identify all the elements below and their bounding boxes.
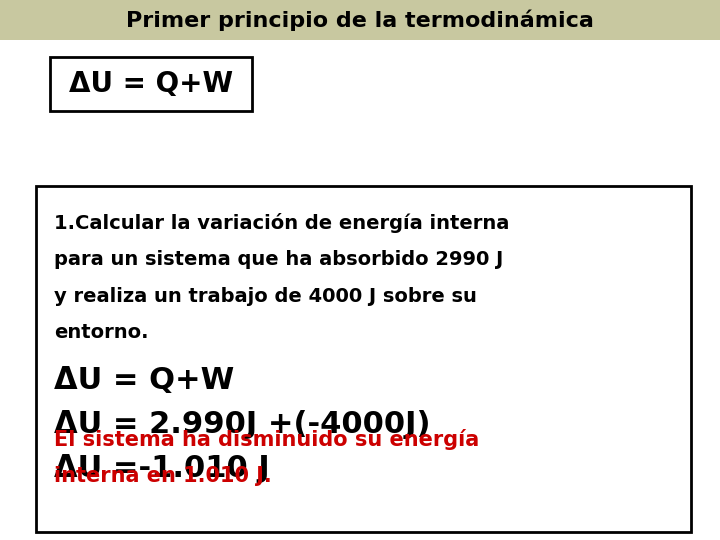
Text: ΔU = 2.990J +(-4000J): ΔU = 2.990J +(-4000J) [54,410,431,439]
Text: entorno.: entorno. [54,323,148,342]
Text: y realiza un trabajo de 4000 J sobre su: y realiza un trabajo de 4000 J sobre su [54,287,477,306]
Text: 1.Calcular la variación de energía interna: 1.Calcular la variación de energía inter… [54,213,509,233]
Bar [0,0,720,40]
Text: ΔU = Q+W: ΔU = Q+W [54,366,234,395]
Text: ΔU =-1.010 J: ΔU =-1.010 J [54,454,270,483]
Text: ΔU = Q+W: ΔU = Q+W [69,70,233,98]
FancyBboxPatch shape [50,57,252,111]
FancyBboxPatch shape [36,186,691,532]
Text: Primer principio de la termodinámica: Primer principio de la termodinámica [126,9,594,31]
Text: para un sistema que ha absorbido 2990 J: para un sistema que ha absorbido 2990 J [54,250,503,269]
Text: El sistema ha disminuido su energía: El sistema ha disminuido su energía [54,429,480,450]
Text: interna en 1.010 J.: interna en 1.010 J. [54,466,271,486]
